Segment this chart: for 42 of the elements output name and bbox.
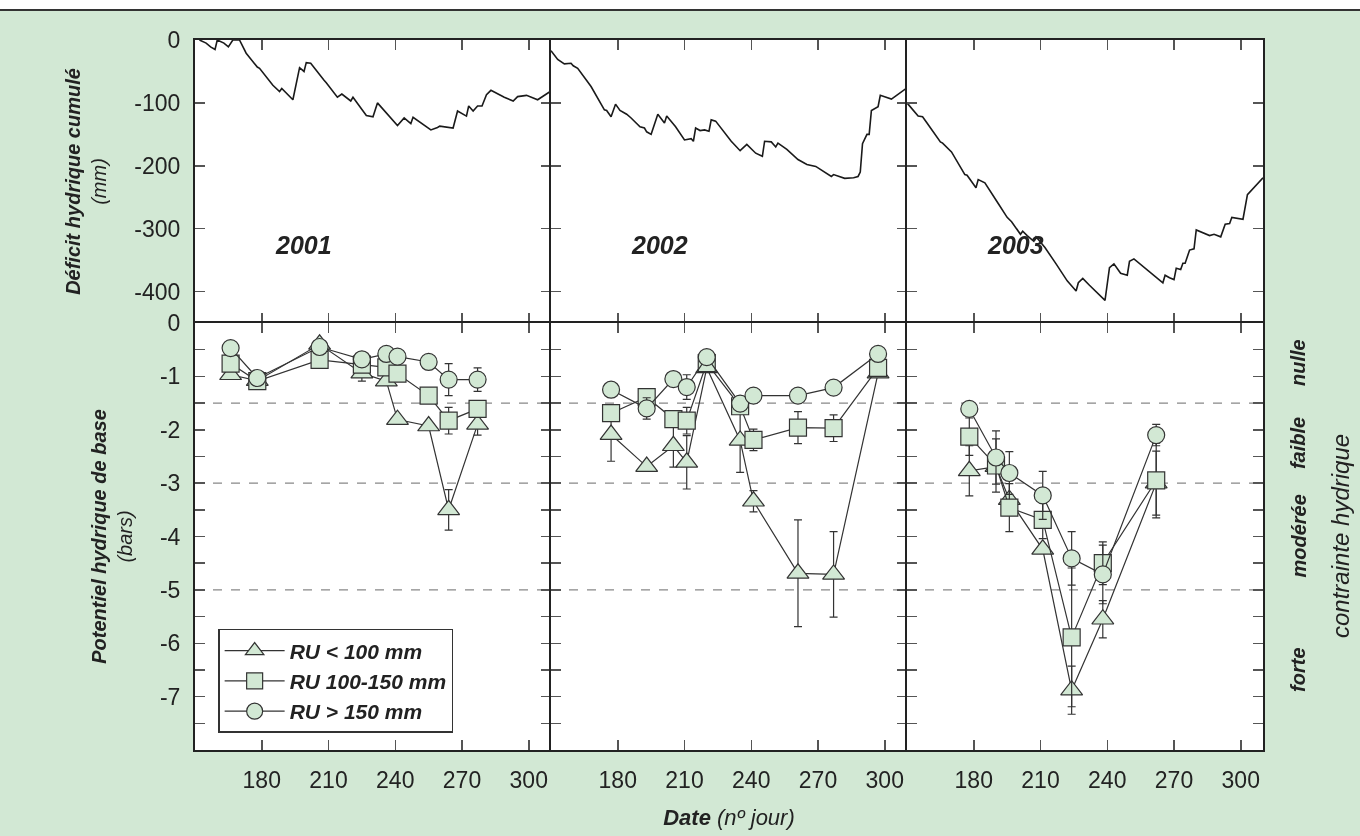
x-tick-label: 180 — [598, 766, 637, 793]
y-tick-label: -3 — [159, 470, 181, 497]
x-tick-label: 270 — [442, 766, 482, 793]
text: forte — [1287, 647, 1310, 692]
x-tick-label: 210 — [665, 766, 704, 793]
text: modérée — [1287, 494, 1310, 578]
y-tick-label: -400 — [134, 278, 181, 305]
x-tick-label: 240 — [1088, 766, 1127, 793]
text: nulle — [1286, 339, 1309, 387]
x-tick-label: 210 — [309, 766, 348, 793]
x-tick-label: 180 — [242, 766, 281, 793]
x-tick-label: 270 — [1154, 766, 1194, 793]
x-tick-label: 240 — [732, 766, 771, 793]
y-tick-label: -7 — [159, 683, 181, 710]
annotation: 2001 — [275, 231, 332, 259]
x-axis-title: Date (nº jour) — [663, 805, 795, 830]
y-tick-label: 0 — [167, 310, 181, 337]
y-axis-title: Déficit hydrique cumulé (mm) — [62, 68, 111, 295]
x-tick-label: 300 — [1221, 766, 1260, 793]
y-tick-label: -4 — [159, 523, 181, 550]
x-tick-label: 210 — [1021, 766, 1060, 793]
y-tick-label: -6 — [159, 630, 181, 657]
y-axis-title: Potentiel hydrique de base (bars) — [87, 409, 136, 664]
x-tick-label: 270 — [798, 766, 838, 793]
text: faible — [1286, 416, 1309, 470]
y-tick-label: 0 — [167, 27, 181, 54]
y-tick-label: -200 — [134, 152, 181, 179]
y2-axis-title: contrainte hydrique — [1327, 433, 1354, 638]
x-tick-label: 300 — [509, 766, 548, 793]
legend-label: RU > 150 mm — [289, 700, 423, 724]
y-tick-label: -1 — [159, 363, 181, 390]
legend-label: RU 100-150 mm — [289, 670, 447, 694]
x-tick-label: 300 — [865, 766, 904, 793]
y-tick-label: -100 — [134, 89, 181, 116]
x-tick-label: 180 — [954, 766, 993, 793]
y-tick-label: -5 — [159, 576, 181, 603]
x-tick-label: 240 — [376, 766, 415, 793]
legend-label: RU < 100 mm — [289, 639, 423, 663]
annotation: 2002 — [631, 231, 688, 259]
y-tick-label: -300 — [134, 215, 181, 242]
annotation: 2003 — [987, 231, 1044, 259]
y-tick-label: -2 — [159, 416, 181, 443]
